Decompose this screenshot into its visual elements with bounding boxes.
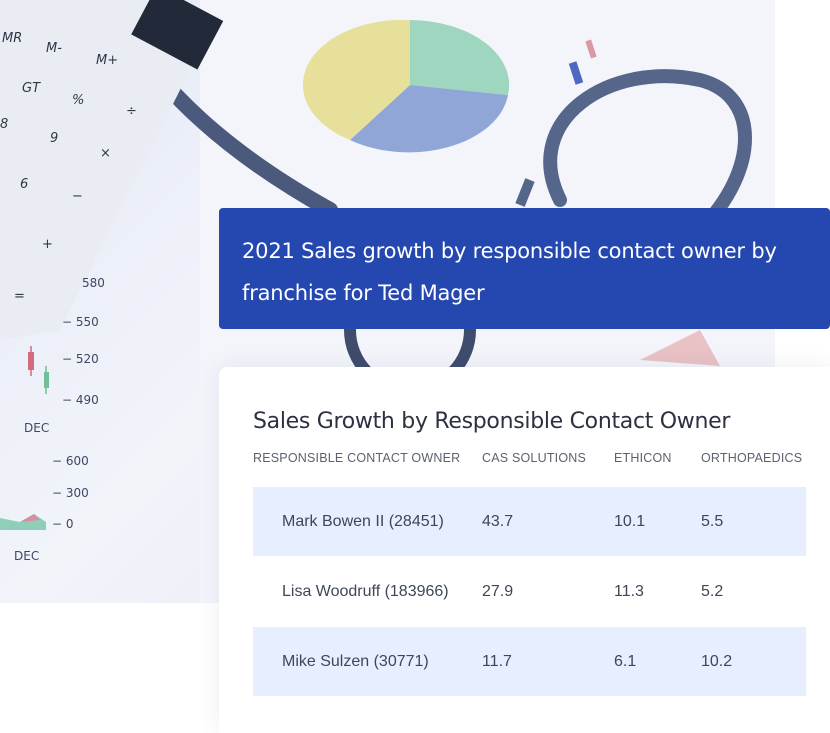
cas-solutions-cell: 43.7	[482, 513, 514, 530]
svg-text:−: −	[72, 189, 83, 204]
owner-cell: Lisa Woodruff (183966)	[282, 583, 449, 600]
svg-text:− 550: − 550	[62, 315, 99, 329]
svg-text:=: =	[14, 289, 25, 304]
svg-text:580: 580	[82, 276, 105, 290]
svg-text:9: 9	[50, 131, 58, 146]
column-header-orthopaedics[interactable]: ORTHOPAEDICS	[701, 451, 803, 465]
sales-table-card: Sales Growth by Responsible Contact Owne…	[219, 367, 830, 733]
column-header-ethicon[interactable]: ETHICON	[614, 451, 672, 465]
svg-text:×: ×	[100, 146, 111, 161]
pie-chart-photo	[302, 19, 510, 153]
table-row[interactable]: Mike Sulzen (30771) 11.7 6.1 10.2	[253, 627, 806, 696]
svg-text:+: +	[42, 237, 53, 252]
svg-text:− 520: − 520	[62, 352, 99, 366]
svg-text:− 300: − 300	[52, 486, 89, 500]
cas-solutions-cell: 11.7	[482, 653, 512, 670]
owner-cell: Mike Sulzen (30771)	[282, 653, 429, 670]
ethicon-cell: 11.3	[614, 583, 644, 600]
orthopaedics-cell: 10.2	[701, 653, 733, 670]
ethicon-cell: 6.1	[614, 653, 637, 670]
svg-text:− 600: − 600	[52, 454, 89, 468]
svg-text:M+: M+	[96, 53, 118, 68]
svg-text:− 0: − 0	[52, 517, 74, 531]
svg-text:%: %	[72, 93, 84, 108]
svg-text:6: 6	[20, 177, 28, 192]
orthopaedics-cell: 5.2	[701, 583, 724, 600]
svg-text:GT: GT	[22, 81, 41, 96]
chart-axis-ticks-photo: 580 − 550 − 520 − 490 DEC − 600 − 300 − …	[14, 276, 105, 563]
svg-text:8: 8	[0, 117, 8, 132]
column-header-owner[interactable]: RESPONSIBLE CONTACT OWNER	[253, 451, 461, 465]
banner-line-1: 2021 Sales growth by responsible contact…	[242, 239, 777, 263]
column-header-cas-solutions[interactable]: CAS SOLUTIONS	[482, 451, 587, 465]
report-banner: 2021 Sales growth by responsible contact…	[219, 208, 830, 329]
calculator-photo	[0, 0, 224, 340]
svg-text:÷: ÷	[126, 104, 137, 119]
banner-line-2: franchise for Ted Mager	[242, 281, 485, 305]
svg-text:MR: MR	[2, 31, 22, 46]
svg-text:DEC: DEC	[14, 549, 39, 563]
table-row[interactable]: Lisa Woodruff (183966) 27.9 11.3 5.2	[253, 557, 806, 626]
owner-cell: Mark Bowen II (28451)	[282, 513, 444, 530]
svg-text:DEC: DEC	[24, 421, 49, 435]
orthopaedics-cell: 5.5	[701, 513, 724, 530]
cas-solutions-cell: 27.9	[482, 583, 514, 600]
ethicon-cell: 10.1	[614, 513, 646, 530]
svg-text:M-: M-	[46, 41, 62, 56]
table-title: Sales Growth by Responsible Contact Owne…	[253, 409, 731, 434]
svg-text:− 490: − 490	[62, 393, 99, 407]
table-row[interactable]: Mark Bowen II (28451) 43.7 10.1 5.5	[253, 487, 806, 556]
